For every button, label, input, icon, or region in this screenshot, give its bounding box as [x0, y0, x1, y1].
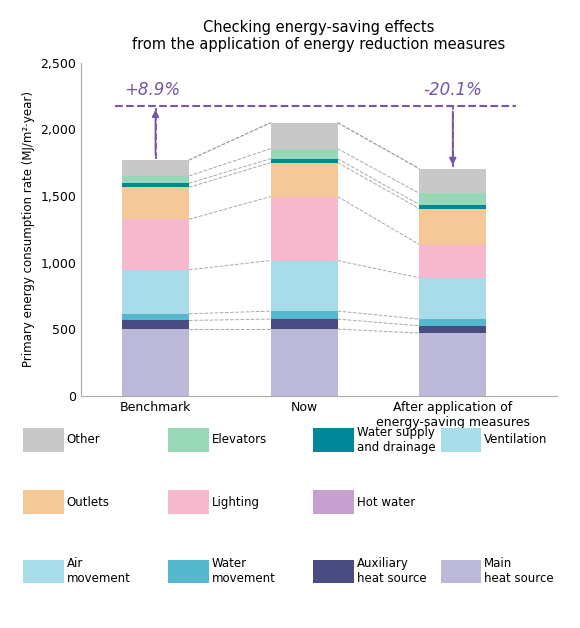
Bar [271, 159, 338, 163]
Text: Auxiliary
heat source: Auxiliary heat source [357, 558, 426, 585]
Text: Hot water: Hot water [357, 496, 415, 509]
Bar [419, 205, 486, 208]
Bar [271, 261, 338, 311]
Bar [122, 314, 189, 320]
Bar [122, 183, 189, 187]
Bar [419, 278, 486, 319]
Bar [122, 329, 189, 396]
Bar [271, 329, 338, 396]
Bar [271, 122, 338, 149]
Y-axis label: Primary energy consumption rate (MJ/m²·year): Primary energy consumption rate (MJ/m²·y… [22, 91, 35, 367]
Text: Outlets: Outlets [67, 496, 110, 509]
Bar [271, 319, 338, 329]
Text: Lighting: Lighting [212, 496, 260, 509]
Bar [419, 193, 486, 205]
Bar [419, 169, 486, 193]
Bar [419, 319, 486, 326]
Bar [271, 149, 338, 159]
Text: Water supply
and drainage: Water supply and drainage [357, 426, 436, 453]
Text: Main
heat source: Main heat source [484, 558, 554, 585]
Text: Water
movement: Water movement [212, 558, 276, 585]
Bar [271, 163, 338, 197]
Text: Other: Other [67, 433, 100, 446]
Text: -20.1%: -20.1% [423, 81, 482, 99]
Text: Air
movement: Air movement [67, 558, 130, 585]
Bar [122, 176, 189, 183]
Text: +8.9%: +8.9% [125, 81, 180, 99]
Title: Checking energy-saving effects
from the application of energy reduction measures: Checking energy-saving effects from the … [132, 19, 506, 52]
Text: Elevators: Elevators [212, 433, 267, 446]
Bar [419, 326, 486, 333]
Bar [419, 244, 486, 278]
Bar [122, 187, 189, 219]
Bar [122, 219, 189, 270]
Bar [122, 320, 189, 329]
Bar [271, 311, 338, 319]
Text: Ventilation: Ventilation [484, 433, 548, 446]
Bar [122, 270, 189, 314]
Bar [122, 160, 189, 176]
Bar [419, 208, 486, 244]
Bar [271, 197, 338, 261]
Bar [419, 333, 486, 396]
